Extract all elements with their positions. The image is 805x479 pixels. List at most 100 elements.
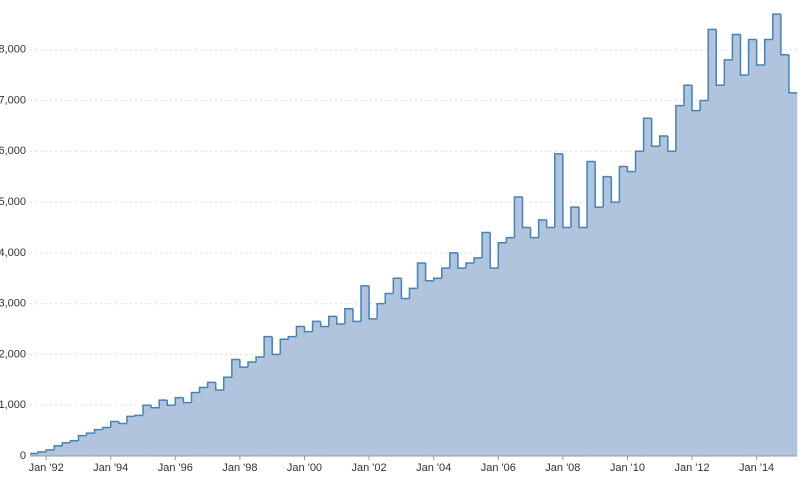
area-step: [264, 336, 273, 456]
area-step: [643, 118, 652, 457]
step-line: [626, 166, 636, 173]
area-step: [256, 356, 265, 456]
area-step: [280, 339, 289, 456]
area-step: [393, 278, 402, 456]
step-line: [747, 38, 757, 76]
area-step: [102, 427, 112, 456]
step-line: [319, 321, 329, 328]
area-step: [199, 387, 208, 456]
x-tick-label: Jan '14: [739, 462, 774, 474]
step-line: [198, 386, 208, 393]
area-step: [595, 207, 604, 456]
step-line: [667, 136, 676, 153]
area-step: [441, 268, 451, 456]
area-step: [506, 237, 515, 456]
area-step: [247, 362, 257, 456]
x-tick-label: Jan '92: [29, 462, 64, 474]
step-line: [578, 207, 588, 229]
step-line: [610, 176, 620, 203]
step-line: [279, 338, 289, 355]
area-step: [215, 389, 225, 456]
step-line: [214, 382, 224, 391]
y-tick-label: 5,000: [0, 196, 26, 208]
step-line: [683, 84, 693, 106]
area-step: [304, 331, 313, 456]
step-line: [715, 29, 725, 87]
area-step: [490, 268, 499, 456]
step-line: [449, 252, 458, 269]
area-step: [788, 92, 798, 456]
area-step: [692, 110, 701, 457]
step-line: [505, 236, 515, 243]
step-line: [594, 161, 604, 208]
step-line: [368, 285, 378, 320]
area-step: [417, 263, 426, 456]
step-line: [723, 59, 733, 86]
step-line: [37, 451, 47, 454]
step-line: [118, 421, 127, 425]
step-line: [755, 39, 765, 66]
area-step: [756, 64, 766, 456]
area-step: [361, 285, 370, 456]
step-line: [142, 404, 152, 416]
step-line: [400, 278, 410, 300]
line: [30, 13, 797, 455]
step-line: [231, 358, 240, 378]
step-line: [707, 28, 717, 101]
step-line: [457, 252, 466, 269]
step-line: [174, 396, 184, 406]
step-line: [45, 449, 55, 452]
area-step: [320, 326, 330, 456]
area-step: [70, 440, 79, 456]
step-line: [513, 196, 523, 238]
area-step: [546, 227, 556, 456]
step-line: [101, 426, 111, 430]
area-step: [223, 377, 233, 456]
area-step: [683, 85, 693, 457]
area-step: [231, 359, 241, 456]
area-step: [207, 382, 216, 456]
step-line: [772, 13, 781, 40]
area-step: [296, 326, 305, 456]
x-tick-label: Jan '02: [352, 462, 387, 474]
step-line: [416, 262, 426, 289]
x-tick-label: Jan '96: [158, 462, 193, 474]
area-step: [312, 321, 321, 456]
y-tick-label: 7,000: [0, 94, 26, 106]
area-step: [151, 407, 160, 456]
area: [30, 14, 798, 457]
step-line: [352, 308, 362, 323]
area-step: [635, 151, 644, 457]
area-step: [38, 451, 47, 456]
area-step: [401, 298, 410, 456]
step-line: [739, 34, 749, 76]
area-step: [78, 435, 87, 456]
area-step: [667, 151, 677, 457]
area-step: [716, 85, 725, 457]
y-tick-label: 2,000: [0, 348, 26, 360]
step-line: [61, 442, 71, 446]
area-step: [425, 280, 434, 456]
step-line: [360, 285, 370, 322]
area-step: [62, 442, 71, 456]
step-line: [190, 391, 200, 403]
area-step: [530, 237, 539, 456]
x-tick-label: Jan '94: [93, 462, 128, 474]
step-line: [650, 118, 660, 147]
step-line: [473, 257, 483, 264]
step-line: [384, 292, 394, 304]
area-step: [570, 207, 580, 456]
area-step: [732, 34, 741, 456]
area-step: [562, 227, 572, 456]
step-line: [763, 38, 773, 65]
area-step: [54, 445, 63, 456]
area-step: [465, 263, 475, 456]
step-line: [408, 287, 418, 299]
area-step: [344, 308, 354, 456]
step-line: [295, 325, 305, 337]
step-line: [554, 153, 563, 228]
step-line: [618, 165, 628, 203]
area-step: [86, 433, 95, 456]
area-step: [587, 161, 596, 456]
area-step: [579, 227, 588, 456]
